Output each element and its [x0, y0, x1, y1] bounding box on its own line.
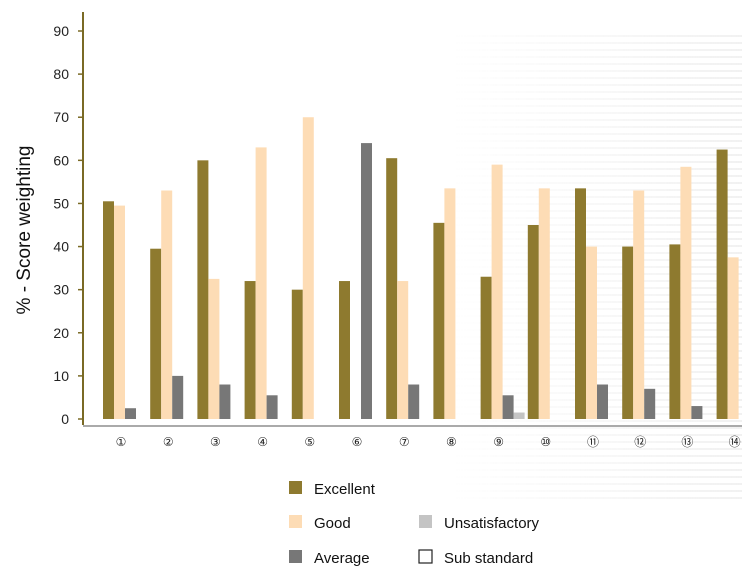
bar-good: [208, 278, 220, 419]
x-tick-label: ⑭: [729, 435, 741, 449]
bar-excellent: [150, 248, 162, 419]
legend-label-sub-standard: Sub standard: [444, 550, 533, 567]
x-tick-label: ⑪: [587, 435, 599, 449]
bar-excellent: [103, 201, 114, 419]
x-tick-label: ⑬: [681, 435, 693, 449]
bar-good: [727, 257, 739, 419]
bar-average: [597, 384, 608, 419]
x-tick-label: ④: [257, 435, 268, 449]
legend-swatch-average: [289, 550, 302, 563]
bar-excellent: [716, 149, 728, 420]
bar-excellent: [291, 289, 303, 419]
bar-average: [408, 384, 420, 419]
legend-label-average: Average: [314, 550, 370, 567]
bar-good: [444, 188, 456, 419]
bar-good: [397, 281, 409, 419]
bar-good: [491, 164, 503, 419]
bar-good: [633, 190, 645, 419]
bar-unsatisfactory: [513, 412, 525, 419]
x-tick-label: ⑦: [399, 435, 410, 449]
bar-good: [255, 147, 267, 419]
y-tick-label: 90: [53, 23, 69, 39]
bar-excellent: [386, 158, 398, 419]
legend-swatch-unsatisfactory: [419, 515, 432, 528]
bar-average: [125, 408, 136, 419]
y-tick-label: 50: [53, 195, 69, 211]
bar-excellent: [622, 246, 634, 419]
legend: Excellent Good Unsatisfactory Average Sub st…: [289, 481, 540, 567]
bar-good: [538, 188, 550, 419]
bar-average: [266, 395, 278, 419]
x-tick-label: ①: [116, 435, 127, 449]
y-tick-label: 20: [53, 325, 69, 341]
bar-average: [219, 384, 231, 419]
x-tick-label: ⑤: [304, 435, 315, 449]
x-tick-label: ②: [163, 435, 174, 449]
bar-good: [680, 166, 692, 419]
y-tick-label: 40: [53, 239, 69, 255]
x-tick-label: ③: [210, 435, 221, 449]
x-tick-label: ⑩: [540, 435, 551, 449]
y-tick-label: 10: [53, 368, 69, 384]
y-tick-label: 80: [53, 66, 69, 82]
legend-label-unsatisfactory: Unsatisfactory: [444, 515, 540, 532]
bar-average: [172, 375, 184, 419]
plot-area: 0 10 20 30 40 50 60 70 80 90 ① ② ③ ④ ⑤ ⑥ ⑦ ⑧ ⑨ ⑩ ⑪ ⑫ ⑬ ⑭: [53, 12, 742, 449]
bar-average: [644, 388, 656, 419]
legend-label-good: Good: [314, 515, 351, 532]
bar-average: [691, 406, 703, 419]
x-tick-label: ⑥: [352, 435, 363, 449]
y-tick-label: 0: [61, 411, 69, 427]
bar-good: [586, 246, 597, 419]
bar-excellent: [197, 160, 209, 420]
legend-label-excellent: Excellent: [314, 481, 376, 498]
x-tick-label: ⑫: [634, 435, 646, 449]
bar-excellent: [433, 222, 445, 419]
y-tick-label: 70: [53, 109, 69, 125]
bar-excellent: [244, 281, 256, 419]
y-axis-label: % - Score weighting: [14, 146, 35, 315]
bar-good: [161, 190, 173, 419]
bar-good: [114, 205, 125, 419]
bar-excellent: [339, 281, 350, 419]
legend-swatch-good: [289, 515, 302, 528]
y-tick-label: 60: [53, 152, 69, 168]
y-tick-label: 30: [53, 282, 69, 298]
legend-swatch-sub-standard: [418, 549, 433, 564]
bar-average: [361, 143, 372, 420]
x-tick-label: ⑧: [446, 435, 457, 449]
bar-excellent: [575, 188, 586, 419]
bar-excellent: [480, 276, 492, 419]
bar-excellent: [669, 244, 681, 419]
bar-good: [302, 117, 314, 419]
bar-excellent: [527, 225, 539, 419]
bar-average: [502, 395, 514, 419]
legend-swatch-excellent: [289, 481, 302, 494]
x-tick-label: ⑨: [493, 435, 504, 449]
